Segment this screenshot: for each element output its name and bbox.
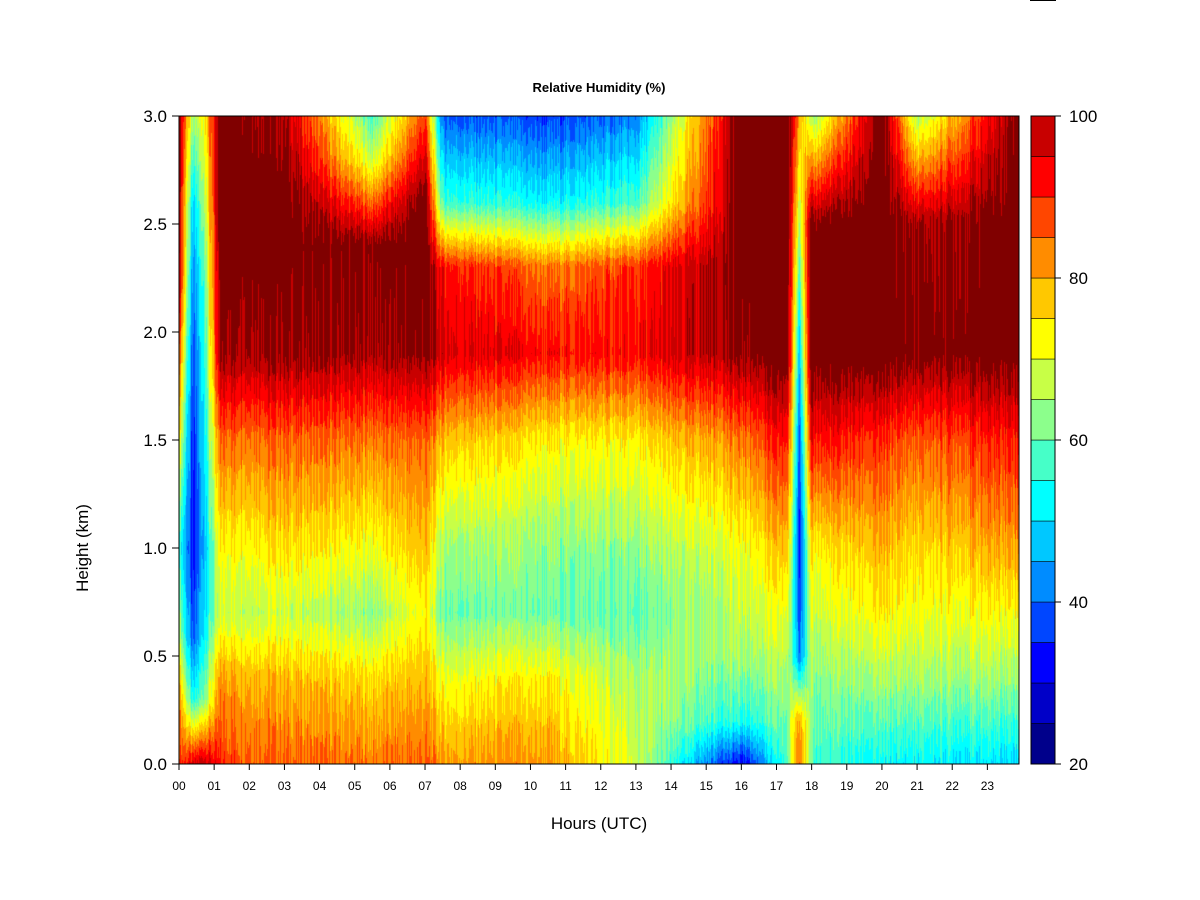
colorbar-band xyxy=(1030,520,1056,562)
x-tick-label: 04 xyxy=(313,779,327,793)
x-tick-label: 17 xyxy=(770,779,784,793)
x-tick-label: 20 xyxy=(875,779,889,793)
colorbar-band xyxy=(1030,480,1056,522)
x-axis-label: Hours (UTC) xyxy=(551,814,647,833)
x-tick-label: 12 xyxy=(594,779,608,793)
x-tick-label: 08 xyxy=(453,779,467,793)
x-tick-label: 10 xyxy=(524,779,538,793)
y-tick-label: 1.0 xyxy=(143,539,167,558)
colorbar-band xyxy=(1030,196,1056,238)
y-tick-label: 2.5 xyxy=(143,215,167,234)
colorbar-band xyxy=(1030,358,1056,400)
y-tick-label: 0.5 xyxy=(143,647,167,666)
colorbar-band xyxy=(1030,601,1056,643)
x-tick-label: 05 xyxy=(348,779,362,793)
y-tick-label: 1.5 xyxy=(143,431,167,450)
colorbar-tick-label: 60 xyxy=(1069,431,1088,450)
colorbar-band xyxy=(1030,399,1056,441)
x-tick-label: 19 xyxy=(840,779,854,793)
plot-frame xyxy=(178,115,1020,765)
colorbar-band xyxy=(1030,318,1056,360)
x-tick-label: 02 xyxy=(243,779,257,793)
colorbar-band xyxy=(1030,561,1056,603)
chart-title: Relative Humidity (%) xyxy=(533,80,666,95)
y-tick-label: 0.0 xyxy=(143,755,167,774)
x-tick-label: 15 xyxy=(700,779,714,793)
x-tick-label: 18 xyxy=(805,779,819,793)
colorbar-band xyxy=(1030,237,1056,279)
colorbar-band xyxy=(1030,115,1056,157)
x-tick-label: 03 xyxy=(278,779,292,793)
colorbar-tick-label: 80 xyxy=(1069,269,1088,288)
colorbar-band xyxy=(1030,156,1056,198)
x-tick-label: 13 xyxy=(629,779,643,793)
x-tick-label: 01 xyxy=(207,779,221,793)
x-tick-label: 06 xyxy=(383,779,397,793)
y-axis-ticks: 0.0 0.5 1.0 1.5 2.0 2.5 3.0 xyxy=(143,107,179,774)
x-tick-label: 07 xyxy=(418,779,432,793)
colorbar-band xyxy=(1030,439,1056,481)
colorbar: 20 40 60 80 100 xyxy=(1030,107,1097,774)
y-axis-label: Height (km) xyxy=(73,504,92,592)
colorbar-tick-label: 20 xyxy=(1069,755,1088,774)
x-tick-label: 14 xyxy=(664,779,678,793)
x-axis-ticks: 00 01 02 03 04 05 06 07 08 09 10 11 12 13 14 15 16 17 18 19… xyxy=(172,764,994,793)
x-tick-label: 23 xyxy=(981,779,995,793)
x-tick-label: 11 xyxy=(559,779,572,793)
y-tick-label: 3.0 xyxy=(143,107,167,126)
colorbar-band xyxy=(1030,723,1056,765)
colorbar-band xyxy=(1030,277,1056,319)
x-tick-label: 09 xyxy=(489,779,503,793)
x-tick-label: 16 xyxy=(735,779,749,793)
colorbar-tick-label: 100 xyxy=(1069,107,1097,126)
heatmap-plot-area xyxy=(179,116,1019,764)
colorbar-tick-label: 40 xyxy=(1069,593,1088,612)
colorbar-band xyxy=(1030,682,1056,724)
x-tick-label: 22 xyxy=(946,779,960,793)
x-tick-label: 21 xyxy=(910,779,924,793)
colorbar-band xyxy=(1030,642,1056,684)
y-tick-label: 2.0 xyxy=(143,323,167,342)
x-tick-label: 00 xyxy=(172,779,186,793)
corner-mark xyxy=(1030,0,1056,1)
